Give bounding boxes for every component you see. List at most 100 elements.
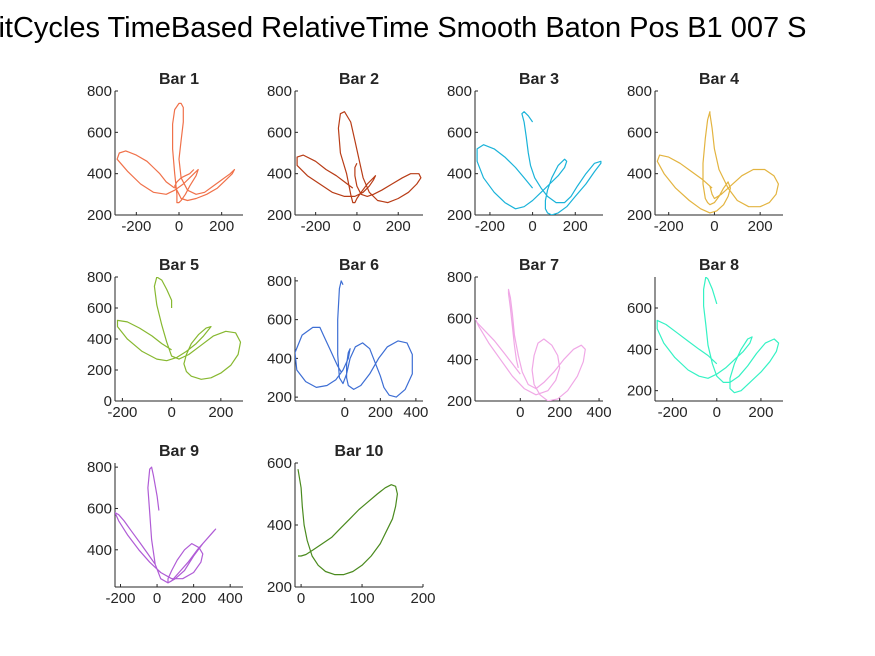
figure-title-text: litCycles TimeBased RelativeTime Smooth … (0, 12, 807, 44)
series-line (656, 277, 780, 394)
x-tick-label: 200 (209, 218, 234, 235)
y-tick-label: 200 (267, 579, 292, 596)
subplot-title: Bar 3 (519, 71, 559, 88)
x-tick-label: 0 (175, 218, 183, 235)
y-tick-label: 800 (447, 269, 472, 286)
x-tick-label: 200 (748, 218, 773, 235)
x-tick-label: -200 (301, 218, 331, 235)
y-tick-label: 800 (267, 83, 292, 100)
y-tick-label: 200 (87, 362, 112, 379)
x-tick-label: -200 (107, 404, 137, 421)
x-tick-label: 0 (516, 404, 524, 421)
y-tick-label: 600 (87, 300, 112, 317)
x-tick-label: 200 (208, 404, 233, 421)
y-tick-label: 600 (627, 124, 652, 141)
x-tick-label: 0 (713, 404, 721, 421)
y-tick-label: 200 (267, 389, 292, 406)
subplot-title: Bar 8 (699, 257, 739, 274)
x-tick-label: 400 (587, 404, 612, 421)
y-tick-label: 800 (87, 459, 112, 476)
subplot-title: Bar 1 (159, 71, 199, 88)
series-line (656, 111, 780, 214)
subplot-title: Bar 2 (339, 71, 379, 88)
y-tick-label: 200 (447, 207, 472, 224)
series-line (115, 466, 217, 584)
y-tick-label: 200 (267, 207, 292, 224)
y-tick-label: 600 (447, 124, 472, 141)
y-tick-label: 400 (87, 166, 112, 183)
y-tick-label: 200 (627, 383, 652, 400)
subplot-title: Bar 10 (335, 443, 384, 460)
y-tick-label: 400 (627, 341, 652, 358)
y-tick-label: 600 (267, 312, 292, 329)
x-tick-label: -200 (105, 590, 135, 607)
series-line (476, 111, 602, 215)
subplot-9: Bar 9 -200 0 200 400 400 600 800 (87, 443, 243, 607)
subplot-1: Bar 1 -200 0 200 200 400 600 800 (87, 71, 243, 235)
x-tick-label: -200 (121, 218, 151, 235)
y-tick-label: 600 (87, 124, 112, 141)
x-tick-label: -200 (654, 218, 684, 235)
y-tick-label: 800 (267, 273, 292, 290)
series-line (295, 280, 413, 398)
subplot-title: Bar 6 (339, 257, 379, 274)
x-tick-label: -200 (475, 218, 505, 235)
x-tick-label: 0 (167, 404, 175, 421)
series-line (296, 111, 422, 204)
x-tick-label: 200 (368, 404, 393, 421)
y-tick-label: 400 (87, 331, 112, 348)
subplot-2: Bar 2 -200 0 200 200 400 600 800 (267, 71, 423, 235)
y-tick-label: 600 (267, 455, 292, 472)
x-tick-label: -200 (658, 404, 688, 421)
x-tick-label: 0 (153, 590, 161, 607)
y-tick-label: 600 (627, 300, 652, 317)
y-tick-label: 200 (627, 207, 652, 224)
x-tick-label: 100 (350, 590, 375, 607)
series-line (297, 469, 398, 576)
x-tick-label: 200 (386, 218, 411, 235)
x-tick-label: 0 (710, 218, 718, 235)
y-tick-label: 200 (87, 207, 112, 224)
y-tick-label: 400 (447, 166, 472, 183)
y-tick-label: 400 (267, 517, 292, 534)
y-tick-label: 800 (627, 83, 652, 100)
x-tick-label: 200 (563, 218, 588, 235)
y-tick-label: 400 (267, 350, 292, 367)
y-tick-label: 600 (87, 500, 112, 517)
x-tick-label: 0 (353, 218, 361, 235)
x-tick-label: 400 (218, 590, 243, 607)
x-tick-label: 0 (297, 590, 305, 607)
subplot-title: Bar 4 (699, 71, 739, 88)
subplot-3: Bar 3 -200 0 200 200 400 600 800 (447, 71, 603, 235)
x-tick-label: 200 (748, 404, 773, 421)
x-tick-label: 0 (528, 218, 536, 235)
x-tick-label: 200 (547, 404, 572, 421)
y-tick-label: 800 (87, 83, 112, 100)
y-tick-label: 400 (627, 166, 652, 183)
series-line (116, 102, 236, 204)
subplot-7: Bar 7 0 200 400 200 400 600 800 (447, 257, 612, 421)
y-tick-label: 600 (447, 310, 472, 327)
x-tick-label: 400 (403, 404, 428, 421)
figure-title: litCycles TimeBased RelativeTime Smooth … (0, 12, 875, 52)
y-tick-label: 400 (267, 166, 292, 183)
series-line (475, 288, 586, 401)
y-tick-label: 800 (87, 269, 112, 286)
subplot-4: Bar 4 -200 0 200 200 400 600 800 (627, 71, 783, 235)
x-tick-label: 200 (181, 590, 206, 607)
subplot-title: Bar 5 (159, 257, 199, 274)
y-tick-label: 400 (447, 352, 472, 369)
subplot-10: Bar 10 0 100 200 200 400 600 (267, 443, 436, 607)
subplot-title: Bar 9 (159, 443, 199, 460)
subplot-6: Bar 6 0 200 400 200 400 600 800 (267, 257, 428, 421)
x-tick-label: 0 (341, 404, 349, 421)
subplot-title: Bar 7 (519, 257, 559, 274)
y-tick-label: 400 (87, 542, 112, 559)
subplot-8: Bar 8 -200 0 200 200 400 600 (627, 257, 783, 421)
x-tick-label: 200 (410, 590, 435, 607)
y-tick-label: 0 (104, 393, 112, 410)
series-line (116, 277, 242, 380)
y-tick-label: 800 (447, 83, 472, 100)
